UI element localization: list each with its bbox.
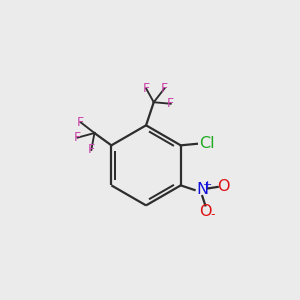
Text: Cl: Cl — [199, 136, 215, 151]
Text: +: + — [203, 180, 212, 190]
Text: F: F — [161, 82, 168, 95]
Text: F: F — [77, 116, 84, 129]
Text: F: F — [88, 143, 95, 157]
Text: O: O — [218, 179, 230, 194]
Text: -: - — [210, 208, 214, 221]
Text: F: F — [167, 97, 174, 110]
Text: F: F — [142, 82, 150, 95]
Text: N: N — [196, 182, 208, 197]
Text: O: O — [199, 204, 212, 219]
Text: F: F — [74, 131, 81, 144]
